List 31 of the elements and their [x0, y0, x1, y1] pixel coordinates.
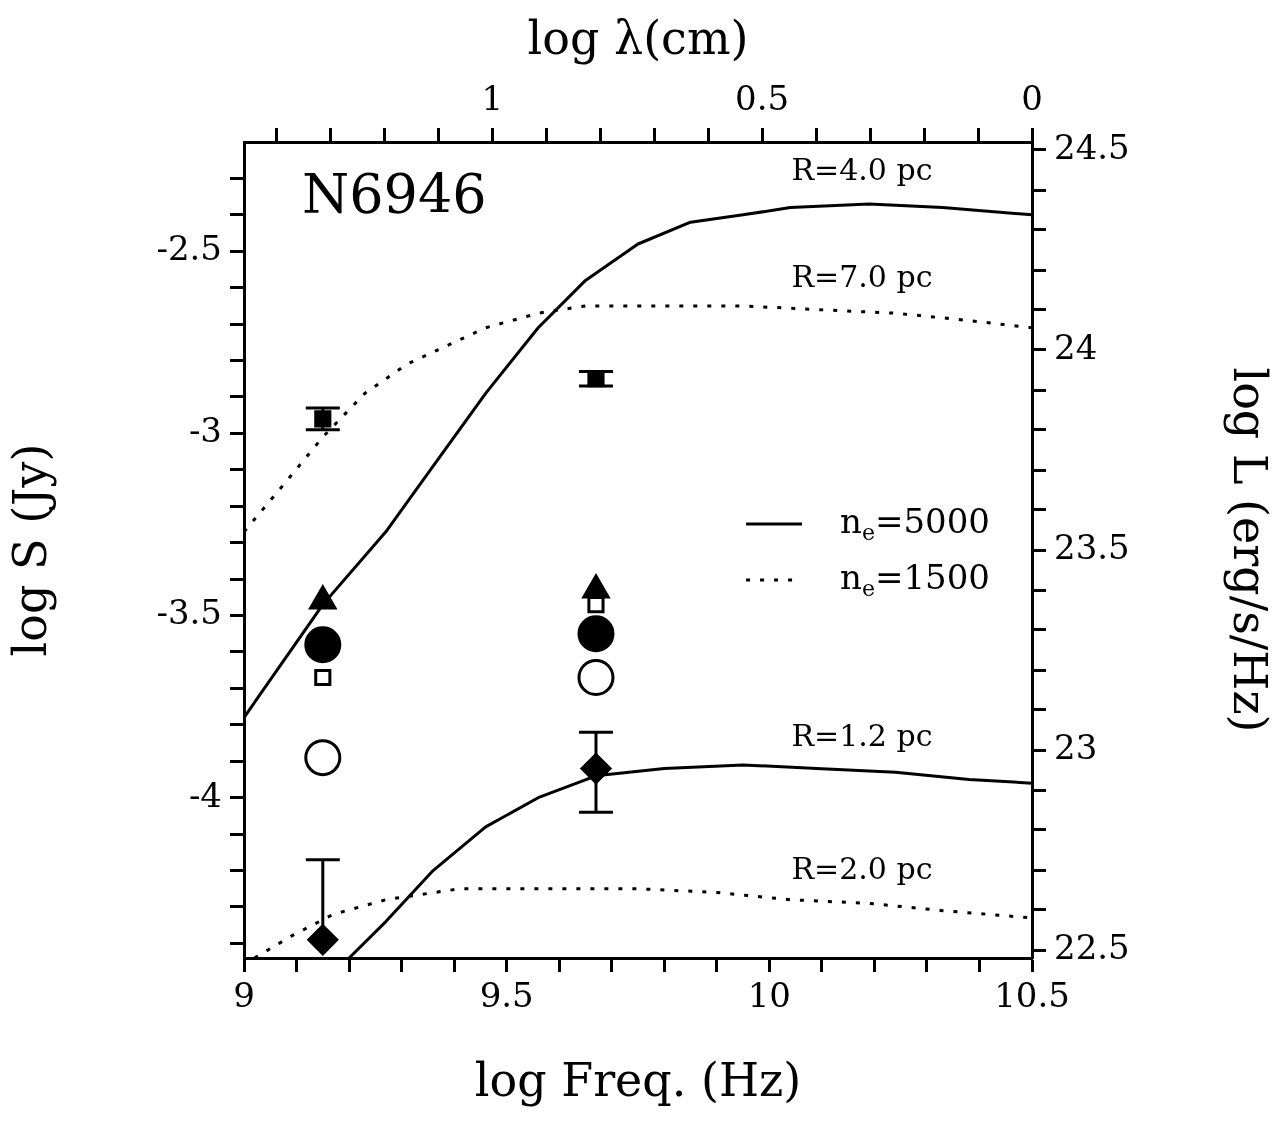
annotation: R=7.0 pc — [791, 259, 933, 295]
point — [577, 659, 615, 696]
y-tick-label: -2.5 — [156, 228, 222, 269]
y-tick-label: -3 — [188, 410, 222, 451]
x-tick-label: 9.5 — [479, 975, 534, 1016]
y2-tick-label: 23.5 — [1054, 526, 1130, 567]
point — [577, 615, 615, 653]
x2-tick-label: 0 — [1021, 78, 1043, 119]
y2-tick-label: 24 — [1054, 326, 1098, 367]
y2-tick-label: 24.5 — [1054, 126, 1130, 167]
point — [307, 924, 339, 956]
point — [314, 668, 332, 687]
annotation: R=1.2 pc — [791, 718, 933, 754]
x-tick-label: 9 — [233, 975, 255, 1016]
y-axis-title: log S (Jy) — [2, 443, 57, 657]
annotation: R=2.0 pc — [791, 850, 933, 886]
x2-tick-label: 0.5 — [735, 78, 790, 119]
x2-axis-title: log λ(cm) — [527, 10, 749, 65]
y2-tick-label: 23 — [1054, 726, 1098, 767]
annotation: R=4.0 pc — [791, 152, 933, 188]
x-tick-label: 10.5 — [994, 975, 1070, 1016]
y-tick-label: -4 — [188, 774, 222, 815]
y2-tick-label: 22.5 — [1054, 926, 1130, 967]
y2-axis-title: log L (erg/s/Hz) — [1223, 367, 1278, 733]
x-axis-title: log Freq. (Hz) — [474, 1053, 802, 1108]
annotation: N6946 — [302, 163, 487, 227]
point — [304, 739, 342, 777]
y-tick-label: -3.5 — [156, 592, 222, 633]
point — [304, 626, 342, 664]
x-tick-label: 10 — [747, 975, 791, 1016]
x2-tick-label: 1 — [481, 78, 504, 119]
